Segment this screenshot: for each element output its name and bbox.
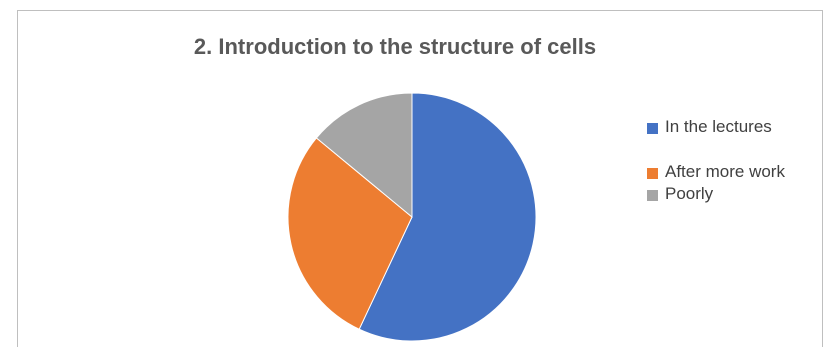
- legend-swatch-after-more-work: [647, 168, 658, 179]
- legend-label-poorly: Poorly: [665, 184, 714, 203]
- legend-item-after-more-work: After more work: [647, 161, 827, 183]
- legend-label-after-more-work: After more work: [665, 162, 785, 181]
- legend: In the lectures After more work Poorly: [647, 116, 827, 205]
- pie-slice-poorly: [315, 92, 413, 219]
- pie-slice-in-the-lectures: [358, 92, 537, 342]
- legend-item-in-the-lectures: In the lectures: [647, 116, 827, 138]
- pie-slice-after-more-work: [287, 137, 413, 330]
- legend-swatch-in-the-lectures: [647, 123, 658, 134]
- legend-swatch-poorly: [647, 190, 658, 201]
- chart-title: 2. Introduction to the structure of cell…: [193, 34, 597, 59]
- legend-item-poorly: Poorly: [647, 183, 827, 205]
- legend-label-in-the-lectures: In the lectures: [665, 117, 772, 136]
